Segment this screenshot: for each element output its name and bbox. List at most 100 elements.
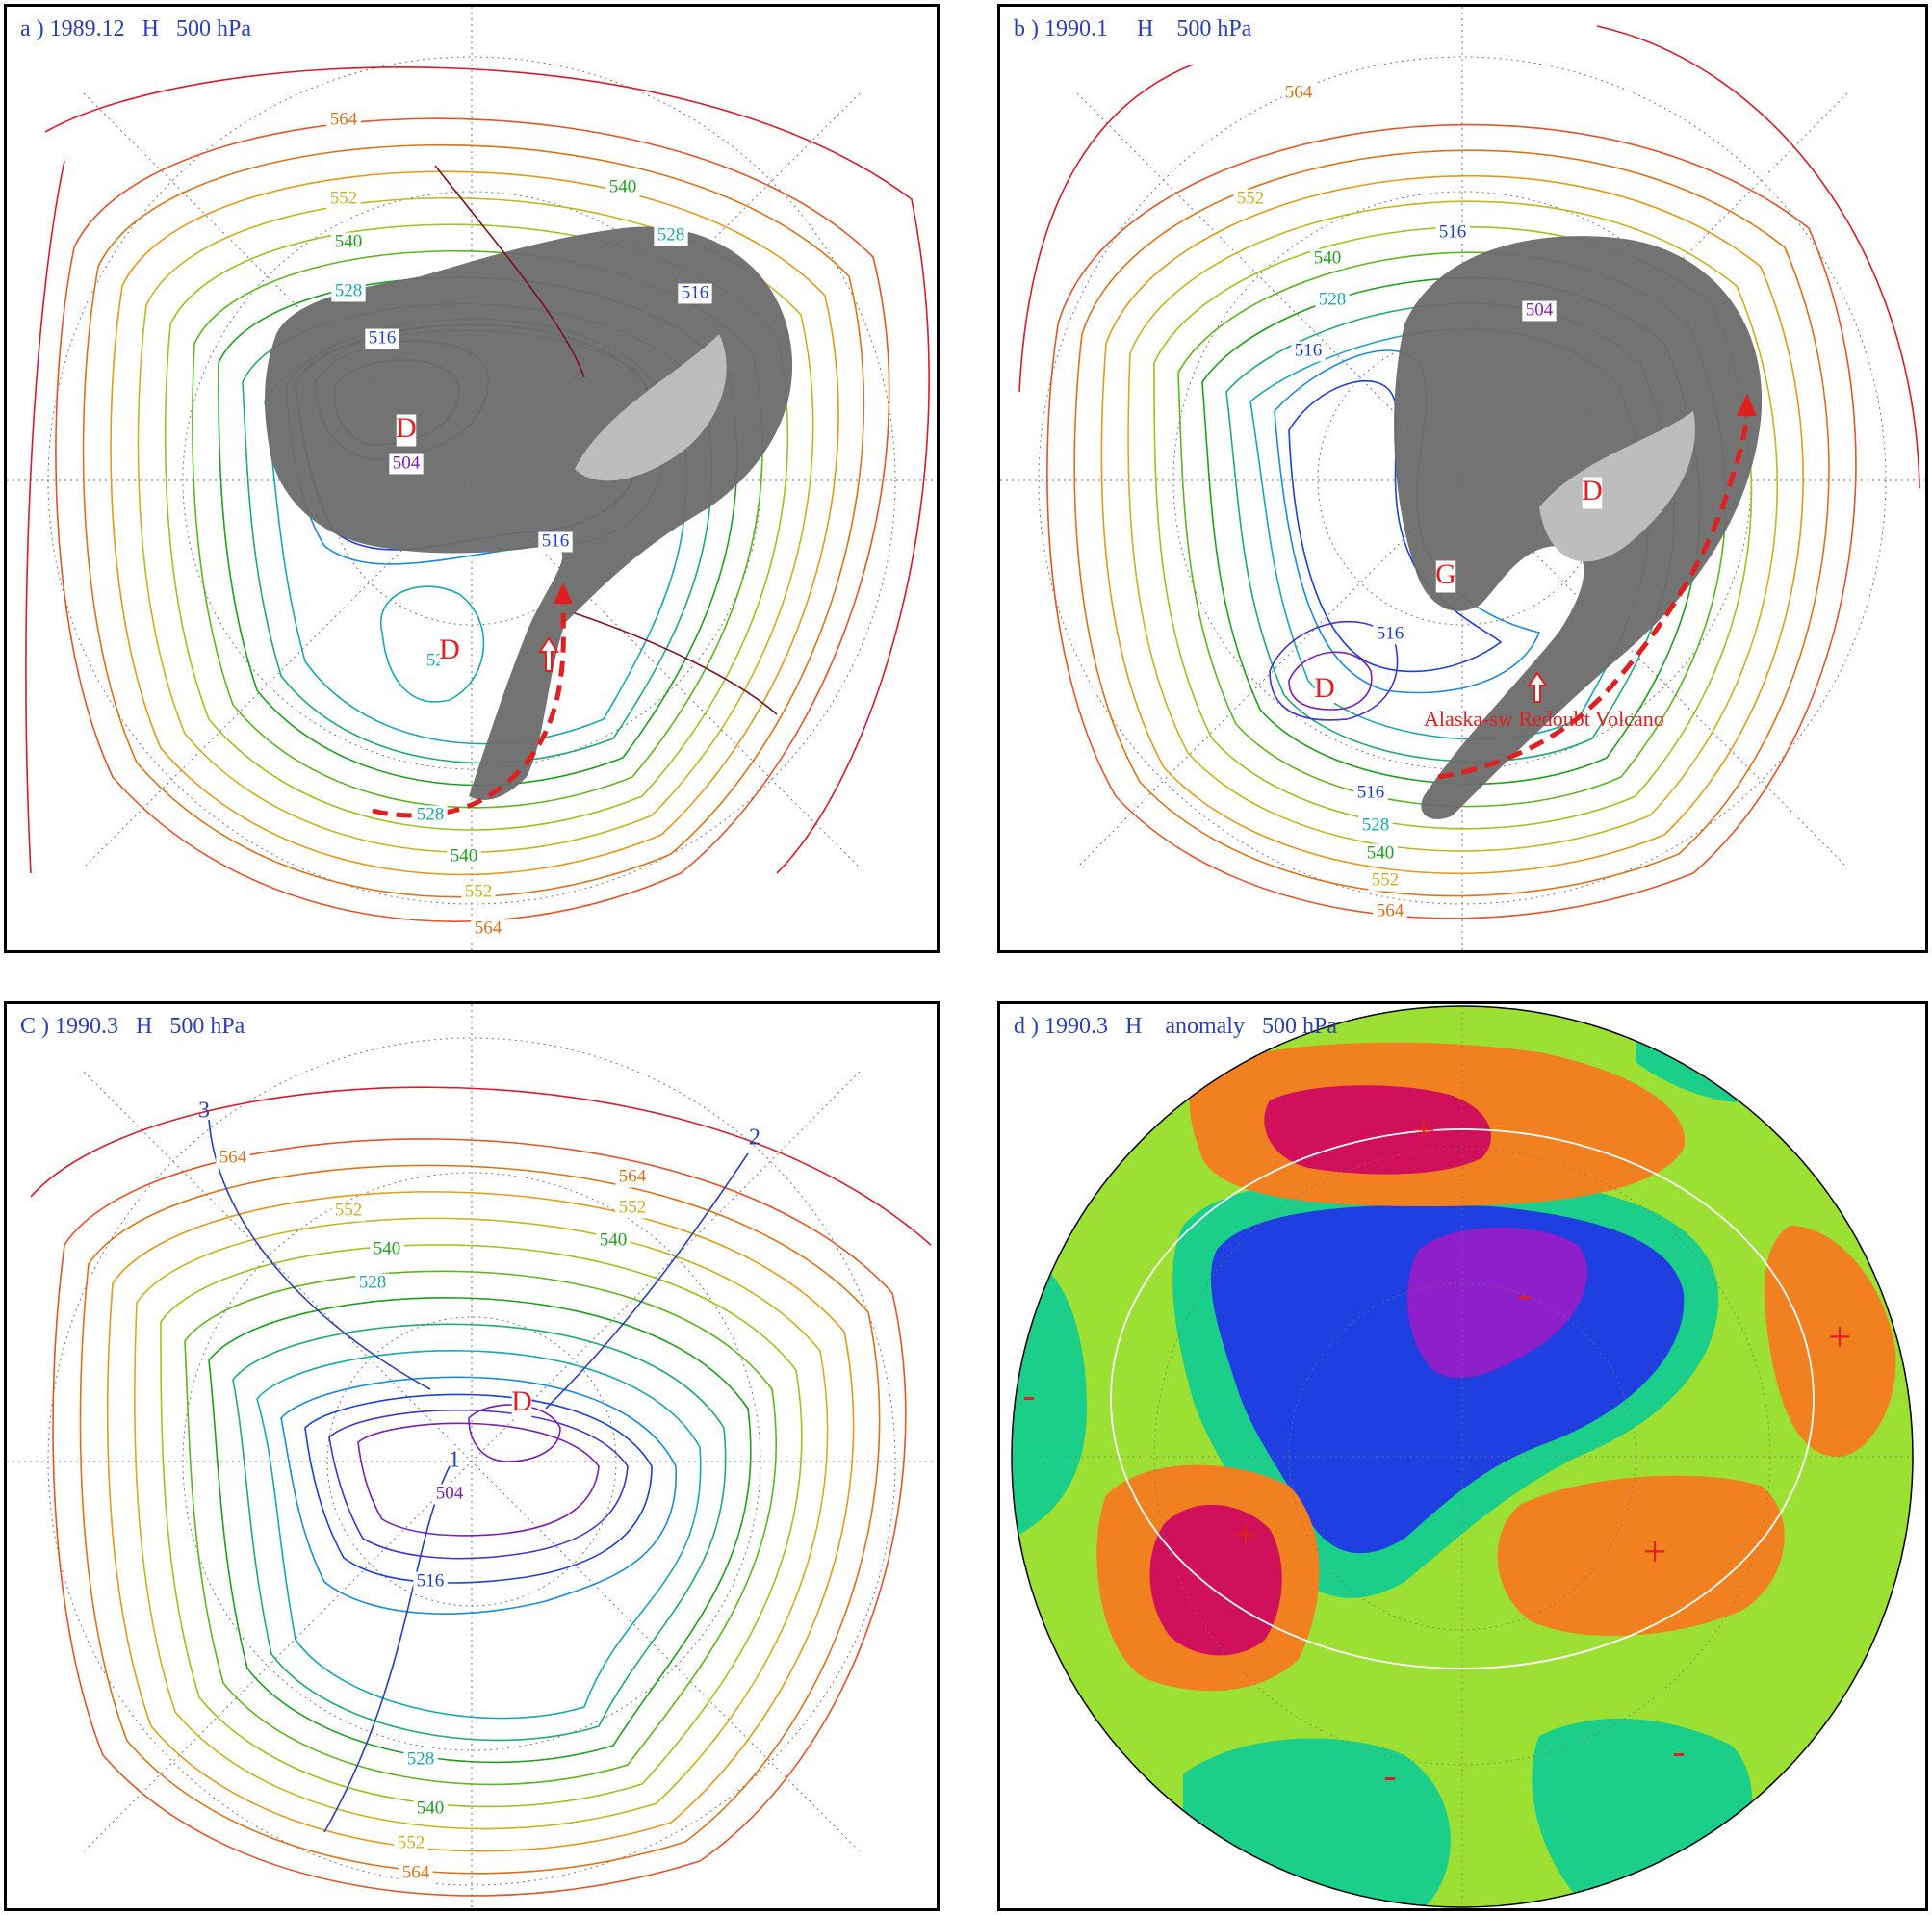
panel-b: Alaska-sw Redoubt Volcano 564 552 540 528 51… [997,4,1928,953]
panel-d: + - + - + + - - d ) 1990.3 H anomaly 500 hPa [997,1001,1928,1911]
contour-label: 552 [335,1200,363,1220]
trough-axis-number: 1 [449,1448,460,1473]
contour-label: 552 [619,1197,647,1217]
contour-label-bg [596,1230,631,1252]
contour-label: 504 [393,453,421,473]
panel-title-b: b ) 1990.1 H 500 hPa [1014,16,1252,41]
contour-label: 540 [609,176,637,196]
contour-label-bg [1358,815,1393,837]
contour-label: 540 [374,1238,401,1258]
pressure-center-marker-bg [439,635,460,668]
map-b: Alaska-sw Redoubt Volcano 564 552 540 528 51… [1000,7,1925,950]
panel-title-c: C ) 1990.3 H 500 hPa [20,1014,245,1039]
contour-label: 528 [359,1272,387,1292]
pressure-center-marker-bg [511,1387,532,1420]
trough-light-b [1539,411,1695,562]
pressure-center-marker: G [1435,558,1456,590]
contour-label-bg [331,281,366,302]
trough-shade-a [265,226,793,800]
contour-label: 540 [335,231,363,251]
contour-label-bg [1233,189,1268,210]
contour-label: 516 [1295,340,1323,360]
contour-label-bg [331,232,366,253]
map-d: + - + - + + - - [1011,1005,1914,1908]
pressure-center-marker-bg [1314,674,1335,707]
contour-label: 540 [451,845,478,866]
pressure-center-marker-bg [1582,477,1603,509]
contour-label: 528 [407,1748,435,1769]
contour-label-bg [615,1198,650,1219]
contour-label-bg [1435,222,1470,244]
pressure-center-marker: D [1314,672,1335,704]
contour-label-bg [413,1571,448,1592]
path-arrowhead-a [554,582,573,604]
trough-axis-a [434,165,778,715]
contour-label-bg [615,1167,650,1188]
panel-title-a: a ) 1989.12 H 500 hPa [20,16,251,41]
contour-label-bg [399,1863,433,1884]
contour-label-bg [413,805,448,826]
pressure-center-marker-bg [1435,560,1456,593]
contour-label: 528 [417,804,445,824]
contour-label-bg [1310,248,1345,270]
contour-label-bg [1291,341,1326,362]
contour-label: 552 [465,881,493,901]
contour-label: 564 [219,1147,247,1167]
contour-label: 564 [402,1862,430,1882]
grid-c [7,1004,937,1908]
contour-label-bg [654,225,688,246]
contour-label: 564 [475,918,502,938]
contour-label-bg [432,1484,467,1505]
contour-label-bg [461,882,496,903]
pressure-center-marker: D [511,1385,532,1417]
anomaly-sign: + [1643,1528,1667,1575]
contour-label: 504 [1526,299,1554,320]
contour-label: 552 [1237,188,1265,208]
anomaly-sign: + [1234,1511,1258,1558]
trough-axis-number: 3 [198,1099,210,1124]
contour-label-bg [1281,83,1316,104]
contour-label: 504 [436,1483,464,1503]
contour-label: 552 [330,188,358,208]
contour-label: 564 [1377,900,1404,920]
anomaly-sign: - [1518,1272,1531,1315]
contour-label-bg [1363,843,1398,865]
contour-label-bg [331,1201,366,1222]
pressure-center-marker-bg [396,414,417,447]
pressure-center-marker: D [439,634,460,665]
contour-label: 564 [330,109,358,129]
contour-label: 516 [1377,623,1404,643]
contour-label-bg [370,1239,404,1260]
anomaly-sign: + [1828,1313,1852,1360]
wind-arrow-b [1527,671,1548,703]
contour-label: 516 [1439,221,1467,242]
contour-label: 528 [335,280,363,300]
contours-c [30,1086,932,1897]
panel-a: 5645525405405285285165165045165285285405… [4,4,940,953]
contour-label: 528 [1319,289,1347,309]
contour-label-bg [447,846,481,867]
contour-label-bg [471,919,505,940]
anomaly-sign: + [1412,1106,1436,1153]
panel-title-d: d ) 1990.3 H anomaly 500 hPa [1014,1014,1337,1039]
contours-b [1018,25,1920,919]
contour-label-bg [1522,300,1557,322]
volcano-annotation: Alaska-sw Redoubt Volcano [1424,707,1664,731]
contour-label-bg [403,1749,438,1771]
contour-label-bg [355,1273,390,1294]
map-a: 5645525405405285285165165045165285285405… [7,7,937,950]
contour-label-bg [1315,290,1350,311]
contour-label-bg [1353,783,1388,804]
contour-label: 564 [1285,82,1313,102]
contour-label: 552 [398,1832,425,1852]
contour-label: 516 [682,282,709,302]
contour-label: 528 [1362,815,1390,835]
contour-label-bg [1368,870,1403,892]
map-c: 564 564 552 552 540 540 528 504 516 528 540 552 564 D… [7,1004,937,1908]
contour-label-bg [365,328,399,349]
anomaly-sign: - [1672,1729,1685,1773]
contour-label: 516 [417,1570,445,1591]
trough-axis-number: 2 [749,1126,760,1151]
anomaly-sign: - [1383,1753,1396,1797]
pressure-center-marker: D [396,412,417,444]
